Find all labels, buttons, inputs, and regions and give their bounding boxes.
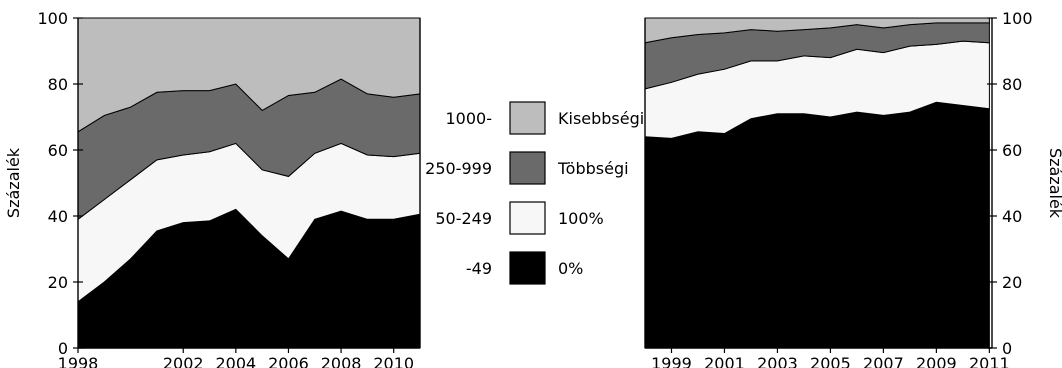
x-tick-label: 2004 bbox=[215, 354, 256, 368]
right-area-chart: 0 20 40 60 80 100 1999 2001 2003 2005 2007 2009 2011… bbox=[644, 9, 1062, 368]
x-tick-label: 1998 bbox=[58, 354, 99, 368]
legend-size-band: 1000- bbox=[446, 109, 493, 128]
x-tick-label: 2001 bbox=[704, 354, 745, 368]
y-tick-label: 80 bbox=[48, 75, 68, 94]
legend-size-band: -49 bbox=[466, 259, 492, 278]
x-tick-label: 2010 bbox=[373, 354, 414, 368]
y-axis-label: Százalék bbox=[1046, 148, 1062, 219]
area-minority-right bbox=[644, 17, 990, 44]
x-tick-label: 2009 bbox=[916, 354, 957, 368]
legend-ownership-label: Kisebbségi bbox=[558, 109, 644, 128]
y-tick-label: 40 bbox=[1002, 207, 1022, 226]
legend-ownership-label: 100% bbox=[558, 209, 604, 228]
legend-size-band: 250-999 bbox=[425, 159, 492, 178]
legend-swatch bbox=[509, 151, 546, 185]
legend-ownership-label: Többségi bbox=[557, 159, 629, 178]
y-tick-label: 60 bbox=[1002, 141, 1022, 160]
x-tick-label: 2003 bbox=[757, 354, 798, 368]
y-tick-label: 60 bbox=[48, 141, 68, 160]
x-tick-label: 2007 bbox=[863, 354, 904, 368]
x-tick-label: 2006 bbox=[268, 354, 309, 368]
x-tick-label: 2002 bbox=[163, 354, 204, 368]
y-tick-label: 40 bbox=[48, 207, 68, 226]
y-tick-label: 20 bbox=[48, 273, 68, 292]
x-tick-label: 2011 bbox=[969, 354, 1010, 368]
legend-ownership-label: 0% bbox=[558, 259, 583, 278]
x-tick-label: 2008 bbox=[321, 354, 362, 368]
y-tick-label: 80 bbox=[1002, 75, 1022, 94]
x-tick-label: 2005 bbox=[810, 354, 851, 368]
y-axis-label: Százalék bbox=[4, 147, 23, 218]
y-tick-label: 0 bbox=[1002, 339, 1012, 358]
left-area-chart: 0 20 40 60 80 100 1998 2002 2004 2006 2008 2010 Száz… bbox=[4, 9, 421, 368]
legend: 1000- Kisebbségi 250-999 Többségi 50-249 100%… bbox=[425, 101, 644, 285]
y-tick-label: 100 bbox=[37, 9, 68, 28]
y-tick-label: 0 bbox=[58, 339, 68, 358]
legend-swatch bbox=[509, 201, 546, 235]
legend-size-band: 50-249 bbox=[435, 209, 492, 228]
legend-swatch bbox=[509, 251, 546, 285]
y-tick-label: 100 bbox=[1002, 9, 1033, 28]
legend-swatch bbox=[509, 101, 546, 135]
x-tick-label: 1999 bbox=[651, 354, 692, 368]
y-tick-label: 20 bbox=[1002, 273, 1022, 292]
area-zero-right bbox=[644, 101, 990, 349]
